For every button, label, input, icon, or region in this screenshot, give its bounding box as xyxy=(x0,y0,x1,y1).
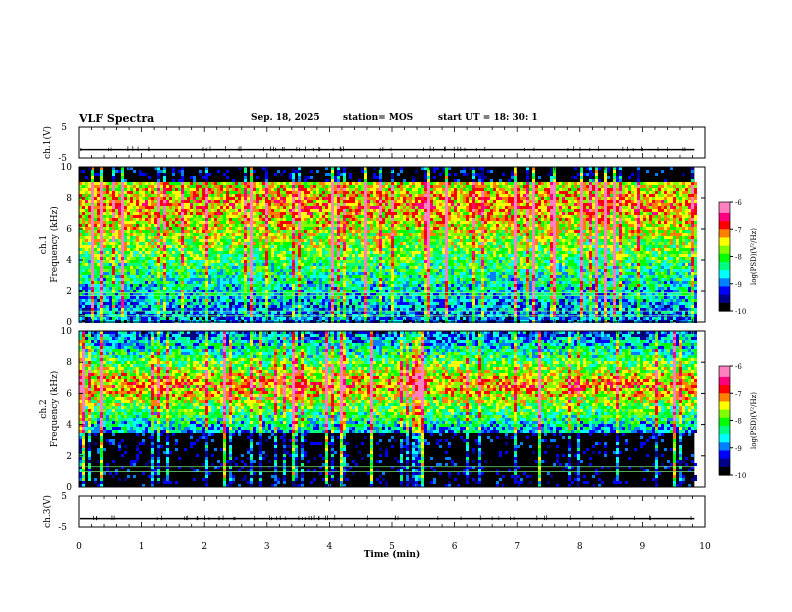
x-tick-label: 10 xyxy=(699,542,711,552)
y-tick-label: 6 xyxy=(66,225,72,235)
x-tick-label: 9 xyxy=(640,542,646,552)
y-axis-label: ch.2 xyxy=(39,399,49,418)
y-tick-label: 10 xyxy=(61,327,73,337)
start-time-label: start UT = 18: 30: 1 xyxy=(438,113,538,123)
x-tick-label: 0 xyxy=(76,542,82,552)
x-tick-label: 1 xyxy=(139,542,145,552)
colorbar-tick-label: -6 xyxy=(735,199,742,207)
colorbar-tick-label: -7 xyxy=(735,226,742,234)
date-label: Sep. 18, 2025 xyxy=(251,113,320,123)
y-tick-label: 2 xyxy=(66,287,72,297)
x-tick-label: 6 xyxy=(452,542,458,552)
station-label: station= MOS xyxy=(343,113,414,123)
y-tick-label: 0 xyxy=(66,318,72,328)
x-axis-label: Time (min) xyxy=(364,549,421,560)
x-tick-label: 4 xyxy=(327,542,333,552)
y-axis-label: Frequency (kHz) xyxy=(49,371,60,448)
x-tick-label: 7 xyxy=(514,542,520,552)
y-tick-label: 6 xyxy=(66,389,72,399)
colorbar-tick-label: -9 xyxy=(735,445,742,453)
x-tick-label: 3 xyxy=(264,542,270,552)
y-tick-label: -5 xyxy=(58,523,67,533)
x-tick-label: 2 xyxy=(201,542,207,552)
y-tick-label: 8 xyxy=(66,358,72,368)
y-axis-label: ch.1(V) xyxy=(42,126,53,159)
y-tick-label: 0 xyxy=(66,483,72,493)
y-tick-label: -5 xyxy=(58,154,67,164)
x-tick-label: 8 xyxy=(577,542,583,552)
colorbar-tick-label: -6 xyxy=(735,363,742,371)
y-tick-label: 5 xyxy=(61,123,67,133)
y-axis-label: ch.1 xyxy=(39,235,49,254)
colorbar-tick-label: -7 xyxy=(735,390,742,398)
y-tick-label: 4 xyxy=(66,421,72,431)
y-axis-label: Frequency (kHz) xyxy=(49,206,60,283)
colorbar-tick-label: -10 xyxy=(735,472,746,480)
y-tick-label: 8 xyxy=(66,194,72,204)
y-axis-label: ch.3(V) xyxy=(42,495,53,528)
spectrogram-ch1-spectrogram xyxy=(79,167,697,323)
y-tick-label: 10 xyxy=(61,163,73,173)
chart-title: VLF Spectra xyxy=(79,112,155,125)
spectrogram-ch2-spectrogram xyxy=(79,331,697,487)
x-tick-label: 5 xyxy=(389,542,395,552)
colorbar-tick-label: -10 xyxy=(735,308,746,316)
y-tick-label: 2 xyxy=(66,452,72,462)
y-tick-label: 4 xyxy=(66,256,72,266)
colorbar-tick-label: -8 xyxy=(735,254,742,262)
colorbar-label: log(PSD)(V²/Hz) xyxy=(750,392,758,449)
colorbar-tick-label: -9 xyxy=(735,281,742,289)
colorbar-label: log(PSD)(V²/Hz) xyxy=(750,228,758,285)
y-tick-label: 5 xyxy=(61,492,67,502)
colorbar-tick-label: -8 xyxy=(735,418,742,426)
